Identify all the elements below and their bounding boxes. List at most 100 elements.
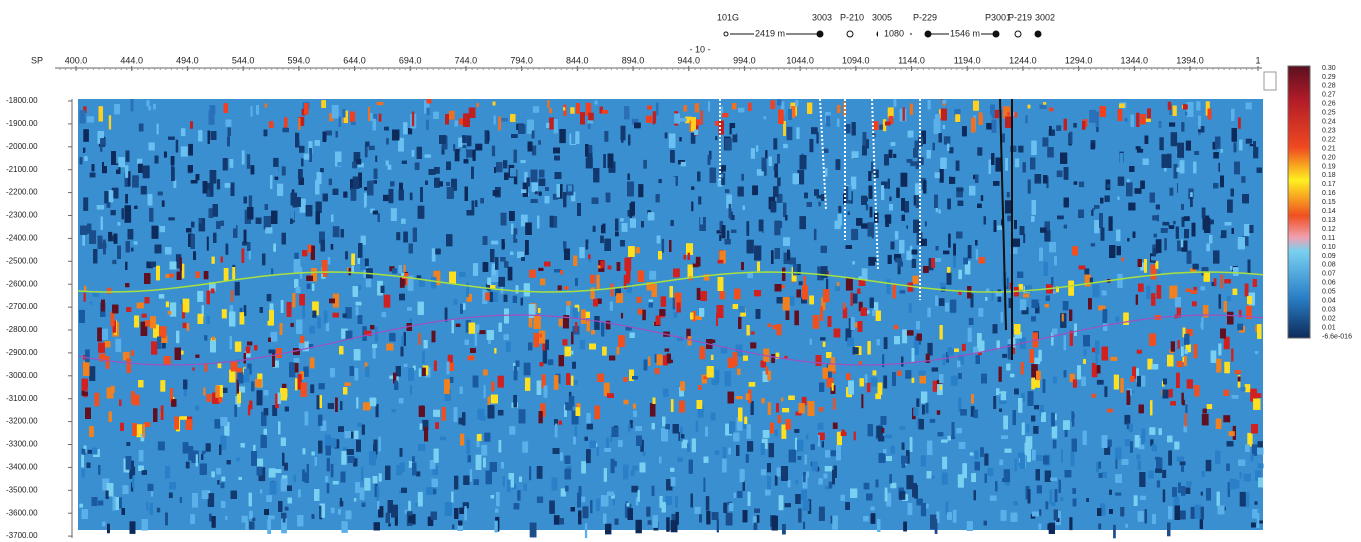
raster-cell [476,434,482,441]
raster-cell [922,404,925,415]
raster-cell [236,457,240,462]
raster-cell [745,454,749,463]
raster-cell [157,441,165,451]
raster-cell [180,128,186,137]
raster-cell [209,282,216,292]
raster-cell [565,485,569,492]
raster-cell [570,107,575,114]
raster-cell [375,403,379,418]
raster-cell [454,235,459,241]
raster-cell [752,185,758,196]
raster-cell [832,422,838,429]
raster-cell [820,266,828,278]
raster-cell [1170,132,1178,147]
raster-cell [108,115,112,130]
raster-cell [818,478,823,485]
raster-cell [890,482,897,489]
raster-cell [173,180,177,189]
raster-cell [948,233,951,248]
raster-cell [390,208,397,221]
raster-cell [816,132,819,144]
raster-cell [763,116,767,120]
raster-cell [967,327,972,343]
raster-cell [538,267,544,271]
raster-cell [89,301,92,305]
raster-cell [886,492,892,507]
raster-cell [377,280,383,296]
raster-cell [748,102,752,111]
raster-cell [225,516,228,520]
raster-cell [1213,278,1217,287]
raster-cell [141,313,147,318]
raster-cell [542,343,547,351]
raster-cell [547,100,550,108]
raster-cell [124,208,132,223]
raster-cell [238,476,242,480]
raster-cell [1095,353,1098,366]
raster-cell [770,100,776,110]
raster-cell [916,333,922,341]
raster-cell [592,225,596,232]
raster-cell [694,120,699,136]
raster-cell [809,138,814,153]
raster-cell [679,137,682,142]
raster-cell [493,115,496,125]
raster-cell [781,424,787,439]
raster-cell [431,213,436,225]
raster-cell [520,160,526,164]
raster-cell [1124,414,1131,425]
raster-cell [1162,489,1166,503]
raster-cell [408,461,413,468]
raster-cell [871,377,878,387]
raster-cell [686,328,691,339]
raster-cell [188,143,193,156]
raster-cell [188,446,194,461]
raster-cell [299,371,304,380]
raster-cell [936,410,941,415]
raster-cell [330,463,334,478]
raster-cell [1117,176,1125,186]
raster-cell [532,106,540,113]
raster-cell [977,147,983,156]
raster-cell [409,192,413,201]
raster-cell [1027,179,1031,194]
raster-cell [906,475,914,490]
raster-cell [220,435,227,451]
raster-cell [782,408,790,413]
raster-cell [329,113,334,122]
raster-cell [1027,231,1031,244]
raster-cell [1002,353,1007,358]
raster-cell [268,468,276,478]
raster-cell [316,395,320,410]
raster-cell [636,225,639,232]
raster-cell [921,130,926,145]
raster-cell [1051,425,1058,439]
raster-cell [558,420,562,425]
raster-cell [959,160,964,172]
raster-cell [140,185,147,195]
raster-cell [424,426,429,442]
raster-cell [1149,427,1156,435]
raster-cell [238,386,246,393]
raster-cell [1250,388,1257,402]
raster-cell [156,123,159,135]
raster-cell [596,298,602,304]
raster-cell [391,409,396,413]
raster-cell [900,172,908,187]
raster-cell [1021,393,1025,402]
raster-cell [1179,461,1186,466]
raster-cell [845,328,852,342]
raster-cell [83,197,89,211]
raster-cell [369,112,373,121]
raster-cell [1027,391,1034,406]
raster-cell [970,406,975,417]
raster-cell [1079,181,1085,188]
raster-cell [206,393,212,402]
raster-cell [818,201,821,207]
raster-cell [271,268,274,275]
raster-cell [989,495,997,501]
raster-cell [484,130,489,144]
raster-cell [899,426,906,430]
raster-cell [216,179,221,190]
raster-cell [696,287,701,300]
